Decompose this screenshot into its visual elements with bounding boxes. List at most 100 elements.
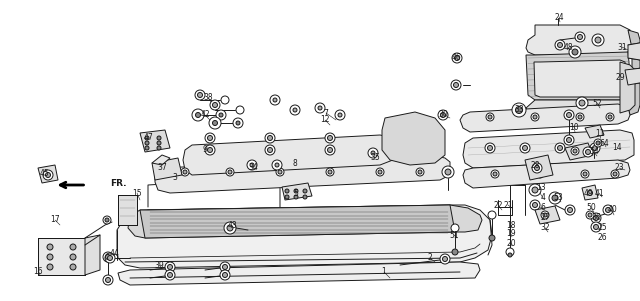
Text: 46: 46 <box>452 54 462 63</box>
Ellipse shape <box>220 270 230 280</box>
Ellipse shape <box>591 213 601 223</box>
Ellipse shape <box>328 135 333 141</box>
Ellipse shape <box>227 225 233 231</box>
Ellipse shape <box>581 170 589 178</box>
Text: 4: 4 <box>541 194 545 203</box>
Ellipse shape <box>294 195 298 199</box>
Polygon shape <box>526 52 632 100</box>
Ellipse shape <box>583 147 593 157</box>
Ellipse shape <box>578 115 582 119</box>
Ellipse shape <box>566 113 572 117</box>
Ellipse shape <box>105 253 115 263</box>
Ellipse shape <box>209 117 221 129</box>
Ellipse shape <box>586 150 591 154</box>
Ellipse shape <box>613 172 617 176</box>
Ellipse shape <box>328 170 332 174</box>
Ellipse shape <box>566 138 572 142</box>
Ellipse shape <box>212 120 218 126</box>
Ellipse shape <box>157 136 161 140</box>
Ellipse shape <box>338 113 342 117</box>
Ellipse shape <box>596 141 600 145</box>
Ellipse shape <box>212 103 218 107</box>
Ellipse shape <box>594 139 602 147</box>
Ellipse shape <box>270 95 280 105</box>
Text: 44: 44 <box>110 249 120 257</box>
Ellipse shape <box>515 107 522 113</box>
Text: 25: 25 <box>597 224 607 232</box>
Ellipse shape <box>216 110 226 120</box>
Text: 37: 37 <box>157 163 167 172</box>
Polygon shape <box>585 125 604 138</box>
Ellipse shape <box>294 189 298 193</box>
Text: 6: 6 <box>541 203 545 212</box>
Polygon shape <box>534 60 626 97</box>
Text: 9: 9 <box>203 144 207 154</box>
Ellipse shape <box>451 80 461 90</box>
Ellipse shape <box>571 147 579 155</box>
Ellipse shape <box>541 211 549 219</box>
Text: 39: 39 <box>154 260 164 269</box>
Polygon shape <box>526 100 632 115</box>
Text: 50: 50 <box>586 203 596 213</box>
Ellipse shape <box>586 211 594 219</box>
Text: 2: 2 <box>428 253 433 262</box>
Polygon shape <box>582 185 598 200</box>
Ellipse shape <box>290 105 300 115</box>
Ellipse shape <box>536 170 544 178</box>
Text: 16: 16 <box>33 266 43 275</box>
Ellipse shape <box>488 211 496 219</box>
Text: 35: 35 <box>370 153 380 162</box>
Polygon shape <box>382 112 445 165</box>
Ellipse shape <box>236 106 244 114</box>
Ellipse shape <box>108 256 113 260</box>
Ellipse shape <box>221 96 229 104</box>
Ellipse shape <box>293 108 297 112</box>
Ellipse shape <box>47 254 53 260</box>
Text: 36: 36 <box>591 213 601 222</box>
Text: 54: 54 <box>589 147 599 157</box>
Polygon shape <box>460 104 630 132</box>
Ellipse shape <box>508 253 512 257</box>
Text: 13: 13 <box>536 184 546 193</box>
Ellipse shape <box>165 270 175 280</box>
Text: 22: 22 <box>493 200 503 209</box>
Ellipse shape <box>220 262 230 272</box>
Ellipse shape <box>285 195 289 199</box>
Ellipse shape <box>603 205 613 215</box>
Polygon shape <box>183 135 400 175</box>
Text: 10: 10 <box>569 123 579 132</box>
Ellipse shape <box>105 218 109 222</box>
Polygon shape <box>118 195 137 225</box>
Text: 26: 26 <box>597 232 607 241</box>
Text: 49: 49 <box>584 188 594 197</box>
Ellipse shape <box>590 143 600 153</box>
Ellipse shape <box>103 216 111 224</box>
Ellipse shape <box>575 32 585 42</box>
Ellipse shape <box>532 163 542 173</box>
Text: 20: 20 <box>506 238 516 247</box>
Text: 45: 45 <box>39 169 49 178</box>
Ellipse shape <box>70 254 76 260</box>
Text: 18: 18 <box>506 221 516 229</box>
Ellipse shape <box>223 265 227 269</box>
Ellipse shape <box>224 222 236 234</box>
Ellipse shape <box>265 145 275 155</box>
Ellipse shape <box>195 90 205 100</box>
Text: 43: 43 <box>227 221 237 229</box>
Ellipse shape <box>533 115 537 119</box>
Ellipse shape <box>272 160 282 170</box>
Ellipse shape <box>576 97 588 109</box>
Ellipse shape <box>247 160 257 170</box>
Polygon shape <box>625 68 640 85</box>
Ellipse shape <box>438 110 448 120</box>
Text: 32: 32 <box>540 224 550 232</box>
Ellipse shape <box>145 141 149 145</box>
Ellipse shape <box>595 37 601 43</box>
Text: 12: 12 <box>320 116 330 125</box>
Ellipse shape <box>606 113 614 121</box>
Ellipse shape <box>145 146 149 150</box>
Ellipse shape <box>418 170 422 174</box>
Text: 34: 34 <box>248 163 258 172</box>
Polygon shape <box>117 205 492 268</box>
Ellipse shape <box>207 135 212 141</box>
